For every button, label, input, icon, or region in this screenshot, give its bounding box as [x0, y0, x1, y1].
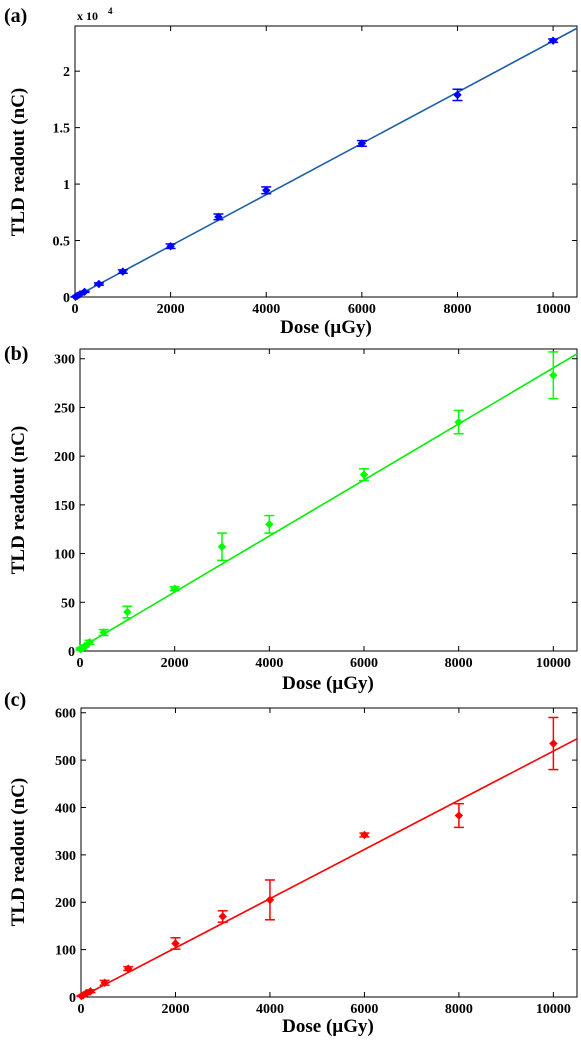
- x-axis-title: Dose (µGy): [282, 673, 374, 694]
- data-point: [453, 90, 462, 100]
- x-tick-label: 6000: [348, 302, 376, 317]
- data-point: [85, 638, 94, 647]
- data-point: [118, 267, 128, 276]
- data-point: [454, 417, 463, 427]
- y-tick-label: 200: [55, 896, 76, 911]
- chart-panel-a: 0 2000 4000 6000 8000 10000 0 0.5 1 1.5 2 (a) Dose (…: [4, 5, 578, 338]
- data-point: [123, 607, 132, 617]
- data-point: [217, 542, 227, 551]
- y-tick-label: 200: [54, 450, 75, 465]
- fit-line: [80, 738, 578, 998]
- data-point: [218, 912, 227, 921]
- x-tick-label: 4000: [252, 302, 280, 317]
- y-tick-label: 1: [63, 178, 70, 193]
- x-tick-label: 0: [72, 302, 79, 317]
- data-point: [86, 987, 95, 996]
- y-tick-label: 300: [55, 849, 76, 864]
- x-axis-title: Dose (µGy): [282, 1016, 374, 1037]
- y-axis-title: TLD readout (nC): [8, 778, 29, 927]
- y-tick-label: 2: [63, 65, 70, 80]
- x-tick-label: 6000: [350, 656, 378, 671]
- y-tick-label: 100: [55, 944, 76, 959]
- y-tick-label: 0: [68, 645, 75, 660]
- y-axis-multiplier: x 10: [77, 9, 98, 23]
- data-point: [100, 978, 109, 987]
- x-tick-label: 0: [77, 656, 84, 671]
- x-tick-label: 8000: [445, 1002, 473, 1017]
- data-point: [80, 287, 89, 297]
- data-point: [171, 939, 180, 948]
- data-point: [262, 186, 271, 195]
- data-point: [94, 279, 104, 289]
- data-point: [99, 628, 108, 637]
- data-point: [214, 212, 223, 222]
- x-tick-label: 2000: [157, 302, 185, 317]
- panel-label: (c): [4, 689, 26, 711]
- y-axis-multiplier-exponent: 4: [108, 6, 113, 16]
- data-point: [166, 241, 175, 251]
- data-point: [548, 36, 558, 45]
- data-point: [360, 830, 369, 840]
- y-tick-label: 500: [55, 754, 76, 769]
- y-axis-title: TLD readout (nC): [8, 88, 29, 237]
- fit-line: [74, 27, 578, 298]
- x-tick-label: 10000: [536, 302, 571, 317]
- x-tick-label: 2000: [161, 1002, 189, 1017]
- plot-frame: [74, 25, 578, 298]
- chart-panel-b: 0 2000 4000 6000 8000 10000 0 50 100 150 200 250 300…: [4, 343, 578, 694]
- plot-frame: [80, 707, 578, 998]
- y-tick-label: 300: [54, 353, 75, 368]
- data-point: [170, 584, 179, 593]
- y-tick-label: 400: [55, 801, 76, 816]
- data-point: [549, 739, 558, 748]
- x-tick-label: 10000: [536, 1002, 571, 1017]
- x-tick-label: 8000: [445, 656, 473, 671]
- x-tick-label: 10000: [536, 656, 571, 671]
- data-point: [265, 520, 274, 529]
- y-tick-label: 0: [69, 991, 76, 1006]
- fit-line: [79, 353, 578, 649]
- data-point: [124, 964, 133, 973]
- y-axis-title: TLD readout (nC): [8, 426, 29, 575]
- panel-label: (b): [4, 343, 28, 365]
- data-point: [265, 895, 275, 905]
- y-tick-label: 100: [54, 548, 75, 563]
- y-tick-label: 0.5: [53, 235, 71, 250]
- x-tick-label: 4000: [256, 1002, 284, 1017]
- data-point: [454, 811, 464, 820]
- y-tick-label: 0: [63, 291, 70, 306]
- data-point: [359, 470, 369, 479]
- x-tick-label: 8000: [443, 302, 471, 317]
- x-tick-label: 4000: [255, 656, 283, 671]
- chart-panel-c: 0 2000 4000 6000 8000 10000 0 100 200 300 400 500 60…: [4, 689, 578, 1037]
- plot-frame: [79, 348, 578, 652]
- x-tick-label: 6000: [350, 1002, 378, 1017]
- y-tick-label: 600: [55, 707, 76, 722]
- panel-label: (a): [4, 5, 27, 27]
- data-point: [357, 139, 367, 148]
- y-tick-label: 150: [54, 499, 75, 514]
- y-tick-label: 50: [61, 596, 75, 611]
- y-tick-label: 250: [54, 401, 75, 416]
- x-tick-label: 0: [78, 1002, 85, 1017]
- x-tick-label: 2000: [161, 656, 189, 671]
- data-point: [549, 371, 558, 380]
- y-tick-label: 1.5: [53, 122, 71, 137]
- x-axis-title: Dose (µGy): [280, 317, 372, 338]
